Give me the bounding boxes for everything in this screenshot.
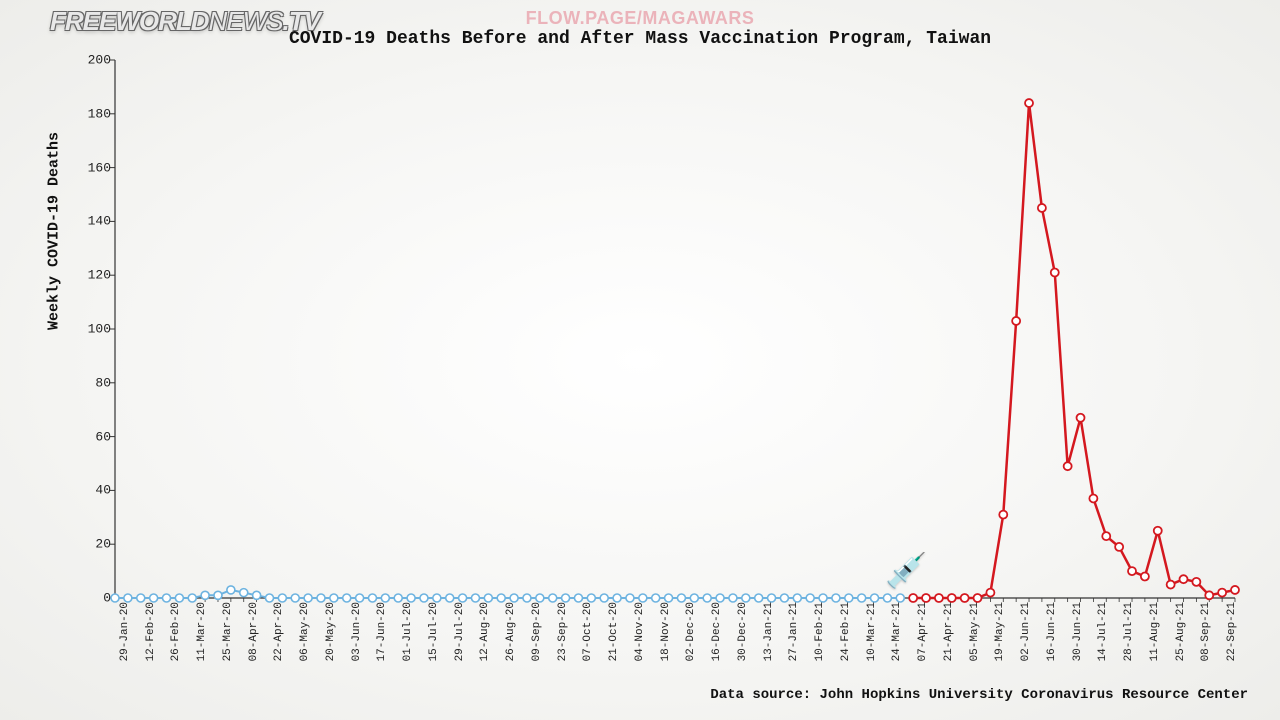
x-tick: 30-Dec-20: [737, 602, 749, 661]
y-tick: 140: [75, 214, 111, 229]
y-axis-label: Weekly COVID-19 Deaths: [46, 132, 63, 330]
x-tick: 15-Jul-20: [428, 602, 440, 661]
x-tick: 16-Dec-20: [711, 602, 723, 661]
x-tick: 26-Feb-20: [170, 602, 182, 661]
page-root: FREEWORLDNEWS.TV FLOW.PAGE/MAGAWARS COVI…: [0, 0, 1280, 720]
x-tick: 16-Jun-21: [1046, 602, 1058, 661]
y-tick: 160: [75, 160, 111, 175]
chart-plot-area: 💉: [115, 60, 1245, 598]
x-tick: 22-Apr-20: [273, 602, 285, 661]
y-tick: 200: [75, 53, 111, 68]
x-tick: 12-Aug-20: [479, 602, 491, 661]
x-tick: 25-Mar-20: [222, 602, 234, 661]
x-tick: 24-Feb-21: [840, 602, 852, 661]
x-tick: 26-Aug-20: [505, 602, 517, 661]
x-tick: 30-Jun-21: [1072, 602, 1084, 661]
x-tick: 03-Jun-20: [351, 602, 363, 661]
x-tick: 24-Mar-21: [891, 602, 903, 661]
x-tick: 10-Feb-21: [814, 602, 826, 661]
y-tick: 40: [75, 483, 111, 498]
watermark-center: FLOW.PAGE/MAGAWARS: [0, 8, 1280, 29]
x-tick: 27-Jan-21: [788, 602, 800, 661]
x-tick: 23-Sep-20: [557, 602, 569, 661]
x-tick: 01-Jul-20: [402, 602, 414, 661]
x-tick: 19-May-21: [994, 602, 1006, 661]
x-tick-labels: 29-Jan-20 12-Feb-20 26-Feb-20 11-Mar-20 25-M…: [115, 602, 1245, 692]
x-tick: 06-May-20: [299, 602, 311, 661]
x-tick: 29-Jul-20: [454, 602, 466, 661]
x-tick: 21-Apr-21: [943, 602, 955, 661]
x-tick: 08-Apr-20: [248, 602, 260, 661]
y-tick: 180: [75, 106, 111, 121]
chart-svg: [115, 60, 1245, 598]
y-tick: 120: [75, 268, 111, 283]
x-tick: 17-Jun-20: [376, 602, 388, 661]
x-tick: 18-Nov-20: [660, 602, 672, 661]
x-tick: 28-Jul-21: [1123, 602, 1135, 661]
x-tick: 25-Aug-21: [1175, 602, 1187, 661]
x-tick: 11-Mar-20: [196, 602, 208, 661]
data-source-label: Data source: John Hopkins University Cor…: [710, 687, 1248, 703]
x-tick: 21-Oct-20: [608, 602, 620, 661]
y-tick: 0: [75, 591, 111, 606]
x-tick: 05-May-21: [969, 602, 981, 661]
y-tick: 100: [75, 322, 111, 337]
y-tick-labels: 020406080100120140160180200: [75, 60, 111, 598]
x-tick: 09-Sep-20: [531, 602, 543, 661]
x-tick: 29-Jan-20: [119, 602, 131, 661]
x-tick: 02-Dec-20: [685, 602, 697, 661]
x-tick: 12-Feb-20: [145, 602, 157, 661]
x-tick: 11-Aug-21: [1149, 602, 1161, 661]
y-tick: 60: [75, 429, 111, 444]
x-tick: 10-Mar-21: [866, 602, 878, 661]
y-tick: 20: [75, 537, 111, 552]
x-tick: 07-Oct-20: [582, 602, 594, 661]
x-tick: 04-Nov-20: [634, 602, 646, 661]
x-tick: 07-Apr-21: [917, 602, 929, 661]
chart-title: COVID-19 Deaths Before and After Mass Va…: [0, 29, 1280, 49]
x-tick: 20-May-20: [325, 602, 337, 661]
x-tick: 13-Jan-21: [763, 602, 775, 661]
y-tick: 80: [75, 375, 111, 390]
x-tick: 14-Jul-21: [1097, 602, 1109, 661]
x-tick: 22-Sep-21: [1226, 602, 1238, 661]
x-tick: 02-Jun-21: [1020, 602, 1032, 661]
syringe-icon: 💉: [885, 551, 927, 593]
x-tick: 08-Sep-21: [1200, 602, 1212, 661]
